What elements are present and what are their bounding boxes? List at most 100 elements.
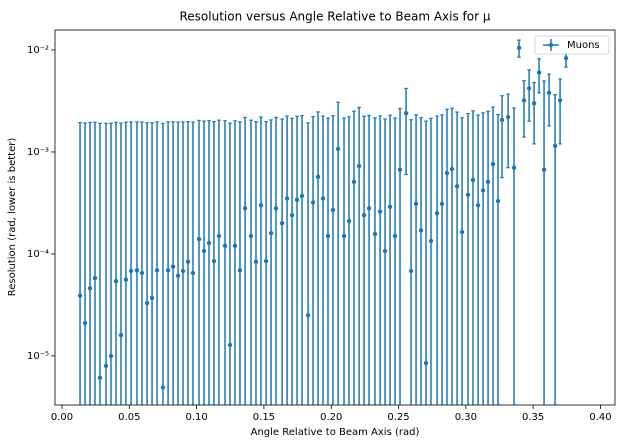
x-tick-label: 0.10: [185, 412, 207, 423]
data-point: [495, 198, 501, 204]
data-point: [258, 203, 264, 208]
x-tick-label: 0.25: [387, 412, 409, 423]
data-point: [87, 286, 93, 291]
data-point: [211, 258, 217, 264]
data-point: [403, 110, 409, 116]
data-point: [201, 248, 207, 254]
legend-box: [534, 35, 610, 55]
data-point: [557, 98, 563, 103]
x-tick-label: 0.00: [51, 412, 73, 423]
data-point: [536, 70, 542, 75]
data-point: [505, 114, 511, 120]
y-tick-label: 10⁻³: [27, 147, 49, 158]
data-point: [387, 204, 393, 209]
data-point: [423, 360, 429, 366]
data-point: [372, 231, 378, 237]
data-point: [480, 188, 486, 193]
data-point: [149, 295, 155, 301]
data-point: [242, 206, 248, 211]
data-point: [459, 229, 465, 235]
data-point: [113, 279, 119, 284]
data-point: [216, 233, 222, 239]
data-point: [315, 174, 321, 180]
data-point: [444, 170, 450, 176]
data-point: [263, 258, 269, 264]
data-point: [351, 179, 357, 184]
data-point: [118, 332, 124, 338]
data-point: [320, 196, 326, 201]
data-point: [279, 221, 285, 226]
data-point: [392, 233, 398, 239]
data-point: [273, 206, 279, 211]
data-point: [103, 363, 109, 368]
data-point: [428, 238, 434, 244]
data-point: [499, 117, 505, 123]
data-point: [82, 320, 88, 326]
data-point: [92, 275, 98, 281]
data-point: [516, 45, 522, 51]
data-point: [134, 268, 140, 273]
data-point: [490, 161, 496, 167]
data-point: [160, 385, 166, 390]
data-point: [222, 243, 228, 249]
data-point: [294, 197, 300, 202]
data-point: [439, 201, 445, 207]
data-point: [232, 243, 238, 249]
data-point: [335, 146, 341, 152]
y-axis-label: Resolution (rad, lower is better): [7, 138, 18, 297]
chart-title: Resolution versus Angle Relative to Beam…: [179, 10, 490, 24]
data-point: [449, 166, 455, 172]
legend-label: Muons: [567, 40, 600, 51]
data-point: [521, 98, 527, 103]
data-point: [310, 200, 316, 205]
data-point: [377, 209, 383, 214]
data-point: [206, 240, 212, 246]
data-point: [196, 236, 202, 242]
axes-frame: [54, 29, 616, 406]
data-point: [470, 177, 476, 183]
data-point: [253, 259, 259, 264]
data-point: [248, 233, 254, 239]
x-tick-label: 0.20: [320, 412, 342, 423]
x-tick-label: 0.35: [522, 412, 544, 423]
plot-area: [77, 39, 569, 405]
data-point: [284, 196, 290, 201]
data-point: [413, 201, 419, 207]
x-tick-label: 0.05: [118, 412, 140, 423]
data-point: [108, 353, 114, 359]
data-point: [299, 193, 305, 199]
data-point: [128, 268, 134, 274]
x-tick-label: 0.30: [455, 412, 477, 423]
data-point: [165, 268, 171, 273]
data-point: [341, 233, 347, 239]
data-point: [325, 233, 331, 239]
y-tick-label: 10⁻⁵: [27, 351, 49, 362]
data-point: [356, 163, 362, 169]
data-point: [454, 184, 460, 189]
data-point: [227, 342, 233, 348]
data-point: [408, 268, 414, 274]
data-point: [465, 192, 471, 198]
data-point: [77, 293, 83, 298]
data-point: [237, 268, 243, 273]
data-point: [418, 228, 424, 233]
data-point: [526, 86, 532, 91]
data-point: [185, 259, 191, 264]
x-tick-label: 0.15: [253, 412, 275, 423]
x-axis-label: Angle Relative to Beam Axis (rad): [251, 427, 420, 438]
data-point: [144, 300, 150, 306]
data-point: [139, 270, 145, 276]
data-point: [170, 264, 176, 269]
data-point: [434, 211, 440, 216]
data-point: [541, 167, 547, 172]
data-point: [531, 101, 537, 106]
data-point: [397, 167, 403, 172]
data-point: [361, 212, 367, 218]
data-point: [366, 206, 372, 211]
data-point: [268, 230, 274, 236]
data-point: [97, 375, 103, 380]
data-point: [330, 207, 336, 213]
data-point: [563, 56, 569, 61]
